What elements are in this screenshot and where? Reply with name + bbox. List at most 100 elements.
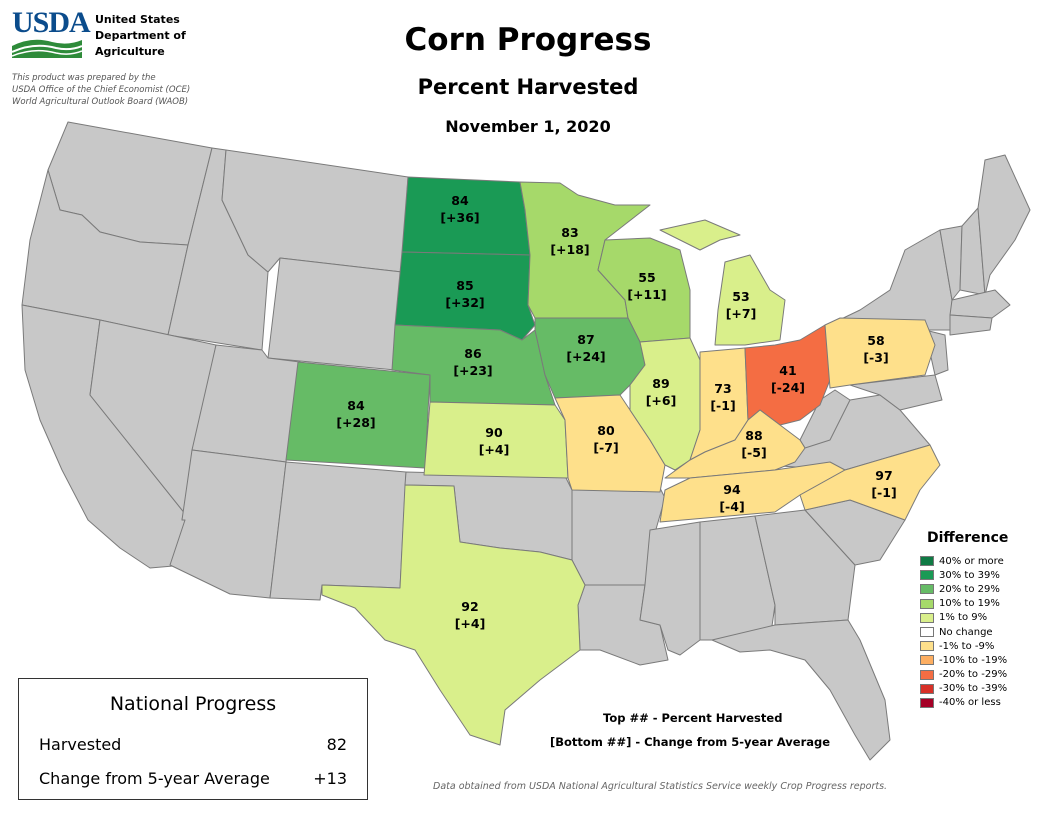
state-IL — [629, 337, 701, 471]
map-date: November 1, 2020 — [445, 117, 611, 136]
map-subtitle: Percent Harvested — [417, 75, 639, 99]
state-diff-MI: [+7] — [726, 306, 757, 321]
data-source-note: Data obtained from USDA National Agricul… — [433, 781, 888, 792]
state-diff-WI: [+11] — [627, 287, 666, 302]
state-value-PA: 58 — [867, 333, 884, 348]
state-KS — [423, 401, 569, 479]
legend-label: 30% to 39% — [939, 569, 1000, 581]
state-NY — [834, 229, 953, 331]
state-diff-CO: [+28] — [336, 415, 375, 430]
state-FL — [711, 619, 891, 761]
legend-swatch — [920, 612, 934, 623]
state-value-NE: 86 — [464, 346, 482, 361]
legend-item: -1% to -9% — [920, 639, 1050, 653]
state-ME — [977, 154, 1031, 296]
state-MO — [554, 394, 666, 493]
legend-label: -1% to -9% — [939, 640, 995, 652]
state-diff-KY: [-5] — [741, 445, 766, 460]
legend-items: 40% or more 30% to 39% 20% to 29% 10% to 19… — [920, 554, 1050, 710]
prepared-by-note: This product was prepared by the USDA Of… — [12, 72, 190, 108]
usda-logo-text: USDA — [12, 6, 91, 39]
state-diff-SD: [+32] — [445, 295, 484, 310]
legend-swatch — [920, 627, 934, 638]
state-diff-PA: [-3] — [863, 350, 888, 365]
legend-swatch — [920, 655, 934, 666]
label-key-top: Top ## - Percent Harvested — [603, 711, 783, 725]
legend-swatch — [920, 556, 934, 567]
state-value-MO: 80 — [597, 423, 615, 438]
state-value-KY: 88 — [745, 428, 762, 443]
state-diff-IL: [+6] — [646, 393, 677, 408]
legend-label: No change — [939, 626, 993, 638]
state-NE — [391, 324, 556, 406]
state-value-TN: 94 — [723, 482, 741, 497]
state-diff-TX: [+4] — [455, 616, 486, 631]
agency-line: Agriculture — [95, 45, 165, 58]
usda-logo: USDA — [12, 6, 91, 62]
legend-label: -40% or less — [939, 697, 1001, 709]
legend-item: 20% to 29% — [920, 582, 1050, 596]
state-diff-IA: [+24] — [566, 349, 605, 364]
legend-item: -30% to -39% — [920, 682, 1050, 696]
national-row-change: Change from 5-year Average +13 — [39, 769, 347, 788]
legend-item: 10% to 19% — [920, 597, 1050, 611]
legend-swatch — [920, 683, 934, 694]
legend-item: 40% or more — [920, 554, 1050, 568]
state-value-IL: 89 — [652, 376, 669, 391]
legend-item: 1% to 9% — [920, 611, 1050, 625]
state-value-IA: 87 — [577, 332, 594, 347]
state-diff-OH: [-24] — [771, 380, 805, 395]
state-value-TX: 92 — [461, 599, 478, 614]
non-reporting-states — [21, 121, 1031, 761]
legend-swatch — [920, 669, 934, 680]
state-value-CO: 84 — [347, 398, 365, 413]
prepared-line: World Agricultural Outlook Board (WAOB) — [12, 97, 189, 107]
state-labels: 84 [+36] 85 [+32] 83 [+18] 55 [+11] 53 [+7] 86 [+23… — [336, 193, 896, 631]
state-IA — [534, 317, 646, 399]
legend-item: -20% to -29% — [920, 668, 1050, 682]
state-value-WI: 55 — [638, 270, 655, 285]
legend-swatch — [920, 598, 934, 609]
legend-swatch — [920, 584, 934, 595]
national-progress-box: National Progress Harvested 82 Change fr… — [18, 678, 368, 800]
agency-line: Department of — [95, 29, 186, 42]
legend-label: 20% to 29% — [939, 583, 1000, 595]
legend-item: -40% or less — [920, 696, 1050, 710]
state-CT-RI — [949, 314, 993, 336]
state-diff-NE: [+23] — [453, 363, 492, 378]
national-row-label: Change from 5-year Average — [39, 769, 270, 788]
state-value-IN: 73 — [714, 381, 731, 396]
legend-label: -30% to -39% — [939, 683, 1008, 695]
state-value-NC: 97 — [875, 468, 892, 483]
state-diff-NC: [-1] — [871, 485, 896, 500]
state-value-KS: 90 — [485, 425, 503, 440]
national-row-value: 82 — [326, 735, 347, 754]
legend-swatch — [920, 570, 934, 581]
legend-item: 30% to 39% — [920, 568, 1050, 582]
state-diff-IN: [-1] — [710, 398, 735, 413]
national-row-value: +13 — [313, 769, 347, 788]
state-WY — [267, 257, 403, 371]
label-key-bottom: [Bottom ##] - Change from 5-year Average — [550, 735, 831, 749]
state-MD — [849, 374, 943, 411]
prepared-line: This product was prepared by the — [12, 73, 156, 83]
legend-label: 10% to 19% — [939, 598, 1000, 610]
agency-name: United States Department of Agriculture — [95, 12, 186, 60]
state-PA — [824, 317, 936, 389]
legend-swatch — [920, 641, 934, 652]
reporting-states — [285, 176, 941, 746]
state-value-MN: 83 — [561, 225, 578, 240]
legend-item: No change — [920, 625, 1050, 639]
national-row-label: Harvested — [39, 735, 122, 754]
state-MI — [659, 219, 786, 346]
state-diff-MO: [-7] — [593, 440, 618, 455]
prepared-line: USDA Office of the Chief Economist (OCE) — [12, 85, 191, 95]
usda-logo-hills-icon — [12, 39, 82, 58]
agency-line: United States — [95, 13, 180, 26]
state-value-MI: 53 — [732, 289, 749, 304]
national-row-harvested: Harvested 82 — [39, 735, 347, 754]
state-value-SD: 85 — [456, 278, 473, 293]
legend-item: -10% to -19% — [920, 653, 1050, 667]
legend: Difference 40% or more 30% to 39% 20% to 2… — [920, 530, 1050, 710]
